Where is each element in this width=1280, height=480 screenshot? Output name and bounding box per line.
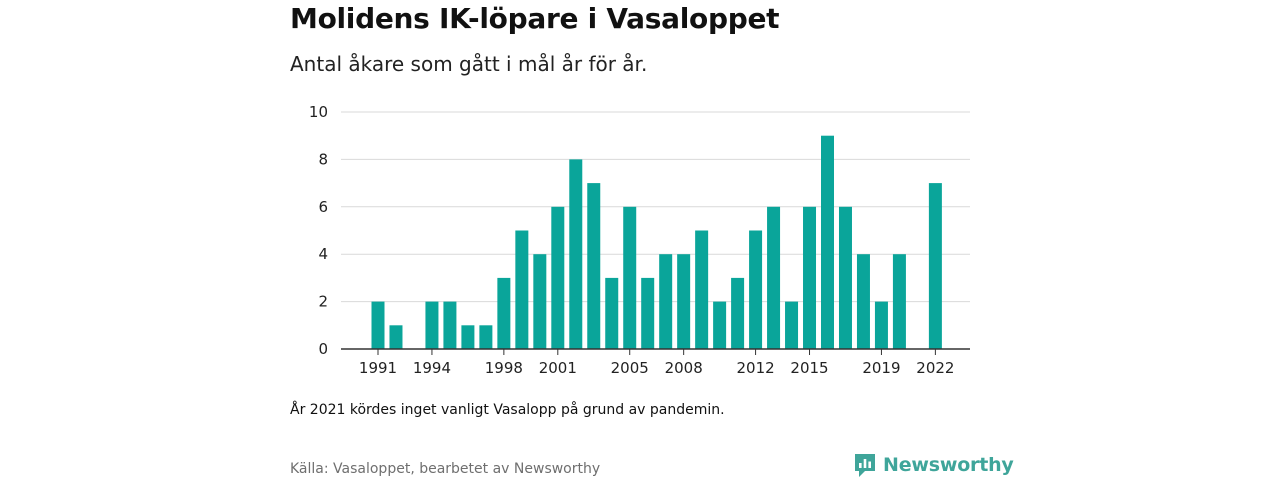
bar-2012[interactable]: [749, 230, 763, 350]
bar-1996[interactable]: [461, 325, 475, 349]
bar-2001[interactable]: [551, 206, 565, 349]
bar-2007[interactable]: [659, 254, 673, 349]
bar-1998[interactable]: [497, 277, 511, 349]
source-credit: Källa: Vasaloppet, bearbetet av Newswort…: [290, 461, 601, 477]
bar-2003[interactable]: [587, 183, 601, 349]
x-tick-label: 2012: [736, 359, 774, 377]
bar-2022[interactable]: [928, 183, 942, 349]
y-tick-label: 4: [318, 245, 328, 263]
x-tick-label: 1994: [413, 359, 451, 377]
y-tick-label: 10: [309, 103, 328, 121]
x-tick-label: 1991: [359, 359, 397, 377]
bar-2009[interactable]: [695, 230, 709, 350]
bar-2017[interactable]: [838, 206, 852, 349]
y-tick-label: 6: [318, 198, 328, 216]
bar-2015[interactable]: [803, 206, 817, 349]
bar-2010[interactable]: [713, 301, 727, 349]
bar-2013[interactable]: [767, 206, 781, 349]
pandemic-note: År 2021 kördes inget vanligt Vasalopp på…: [290, 402, 725, 418]
brand-name: Newsworthy: [883, 454, 1014, 476]
bar-2016[interactable]: [821, 135, 834, 349]
bar-1997[interactable]: [479, 325, 493, 349]
bar-2006[interactable]: [641, 277, 655, 349]
newsworthy-logo-icon: [855, 454, 875, 477]
bar-2020[interactable]: [892, 254, 906, 349]
y-tick-label: 2: [318, 293, 328, 311]
bar-1991[interactable]: [371, 301, 385, 349]
bar-1999[interactable]: [515, 230, 529, 350]
chart-title: Molidens IK-löpare i Vasaloppet: [290, 2, 780, 35]
bar-1992[interactable]: [389, 325, 403, 349]
bar-2005[interactable]: [623, 206, 637, 349]
x-tick-label: 2019: [862, 359, 900, 377]
bar-2014[interactable]: [785, 301, 799, 349]
y-tick-label: 0: [318, 340, 328, 358]
x-tick-label: 2015: [790, 359, 828, 377]
bar-2011[interactable]: [731, 277, 745, 349]
x-tick-label: 2005: [611, 359, 649, 377]
bar-2000[interactable]: [533, 254, 547, 349]
x-tick-label: 2008: [665, 359, 703, 377]
bar-2008[interactable]: [677, 254, 691, 349]
bar-1995[interactable]: [443, 301, 457, 349]
bar-1994[interactable]: [425, 301, 439, 349]
newsworthy-brand[interactable]: Newsworthy: [853, 452, 1014, 478]
x-tick-label: 2001: [539, 359, 577, 377]
bar-2019[interactable]: [874, 301, 888, 349]
bar-2018[interactable]: [856, 254, 870, 349]
x-tick-label: 2022: [916, 359, 954, 377]
chart-subtitle: Antal åkare som gått i mål år för år.: [290, 52, 648, 76]
bar-2002[interactable]: [569, 159, 583, 349]
bar-2004[interactable]: [605, 277, 619, 349]
bar-chart: 0 2 4 6 8 10 1991 1994 1998 2001 2005 2008 2012 2015 2…: [309, 103, 970, 377]
y-tick-label: 8: [318, 150, 328, 168]
x-tick-label: 1998: [485, 359, 523, 377]
